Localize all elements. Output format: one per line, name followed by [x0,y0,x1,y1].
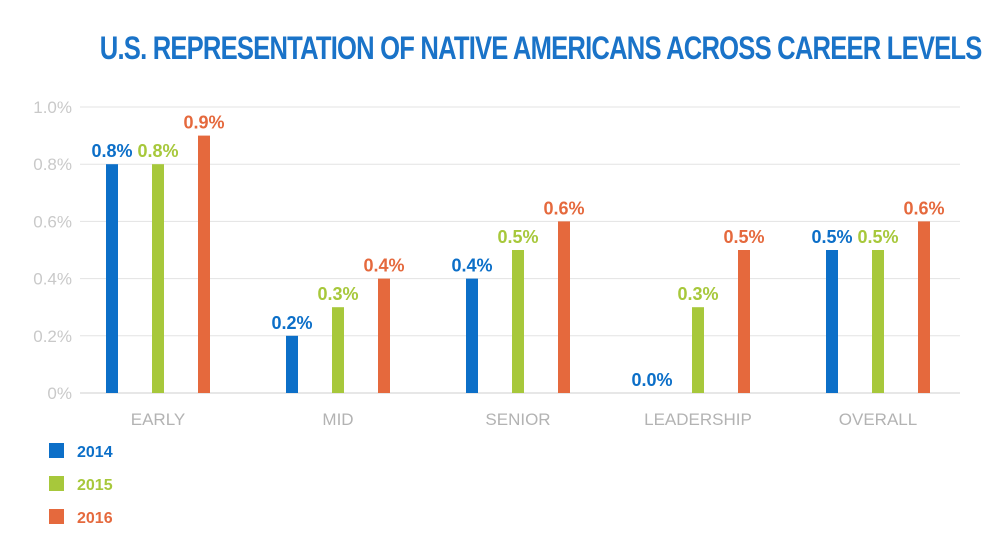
data-label: 0.5% [497,227,538,247]
bar-2016-leadership [738,250,750,393]
data-label: 0.3% [317,284,358,304]
bar-2015-leadership [692,307,704,393]
data-label: 0.8% [137,141,178,161]
bar-2016-senior [558,221,570,393]
category-label: LEADERSHIP [644,410,752,429]
data-label: 0.0% [631,370,672,390]
data-label: 0.4% [363,256,404,276]
data-label: 0.3% [677,284,718,304]
y-tick-label: 0.4% [33,270,72,289]
y-axis-ticks: 0% 0.2% 0.4% 0.6% 0.8% 1.0% [33,98,72,403]
bar-2016-early [198,135,210,393]
data-label: 0.4% [451,256,492,276]
bars [106,135,930,393]
category-label: EARLY [131,410,186,429]
data-label: 0.6% [543,198,584,218]
category-label: MID [322,410,353,429]
y-tick-label: 1.0% [33,98,72,117]
data-label: 0.8% [91,141,132,161]
y-tick-label: 0.2% [33,327,72,346]
legend-label: 2016 [77,510,113,527]
legend-swatch [49,476,64,491]
bar-2014-early [106,164,118,393]
bar-2015-overall [872,250,884,393]
bar-2014-mid [286,335,298,393]
data-label: 0.2% [271,313,312,333]
bar-2015-early [152,164,164,393]
legend: 2014 2015 2016 [49,443,113,527]
category-label: OVERALL [839,410,917,429]
legend-swatch [49,509,64,524]
category-label: SENIOR [485,410,550,429]
y-tick-label: 0.8% [33,155,72,174]
data-label: 0.5% [811,227,852,247]
data-label: 0.5% [857,227,898,247]
y-tick-label: 0% [47,384,72,403]
legend-swatch [49,443,64,458]
bar-2016-mid [378,278,390,393]
bar-2016-overall [918,221,930,393]
chart-title: U.S. REPRESENTATION OF NATIVE AMERICANS … [99,30,983,66]
legend-label: 2015 [77,477,113,494]
data-label: 0.9% [183,113,224,133]
legend-label: 2014 [77,444,113,461]
y-tick-label: 0.6% [33,212,72,231]
data-label: 0.6% [903,198,944,218]
data-label: 0.5% [723,227,764,247]
bar-2015-mid [332,307,344,393]
data-labels: 0.8% 0.8%0.9%0.2%0.3%0.4% 0.4%0.5%0.6%0.0%… [91,113,944,390]
x-axis-categories: EARLY MID SENIOR LEADERSHIP OVERALL [131,410,917,429]
bar-2015-senior [512,250,524,393]
bar-2014-senior [466,278,478,393]
bar-2014-overall [826,250,838,393]
